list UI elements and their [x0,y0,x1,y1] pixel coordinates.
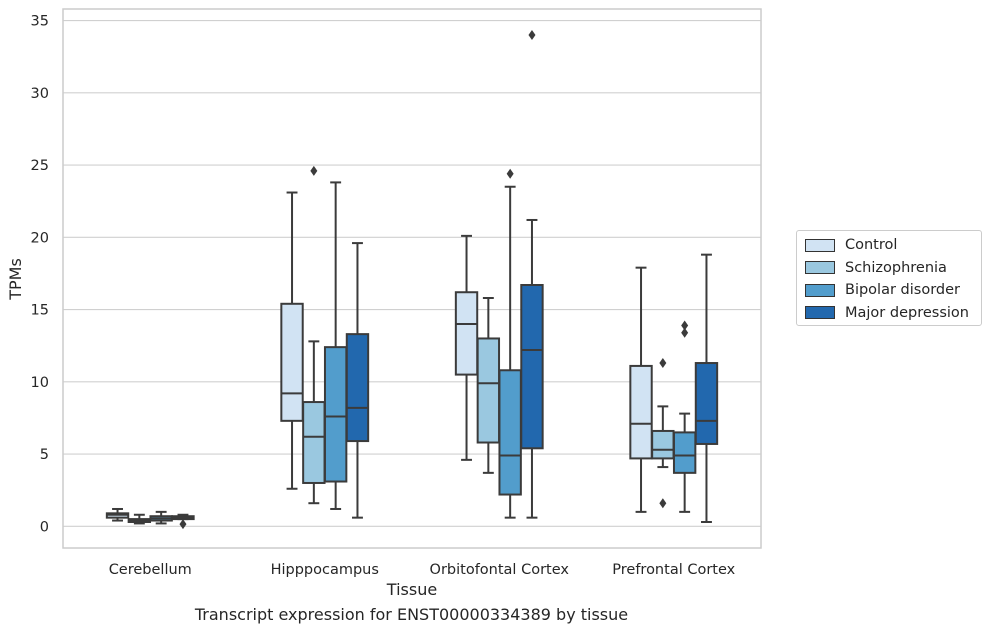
legend: Control Schizophrenia Bipolar disorder Majo… [796,230,982,326]
outlier-point [506,168,514,179]
box-bipolar-disorder [672,320,697,513]
legend-label: Major depression [845,304,969,321]
grid-lines [63,19,761,527]
box-iqr [651,429,675,460]
box-major-depression [520,30,544,519]
legend-label: Schizophrenia [845,259,947,276]
box-iqr [629,364,653,460]
box-iqr [454,291,479,376]
outlier-point [310,165,318,176]
outlier-point [681,320,689,331]
x-tick-label: Cerebellum [109,562,192,578]
box-iqr [302,401,326,484]
legend-item: Control [805,234,897,256]
box-control [629,266,653,513]
y-tick-labels: 0 5 10 15 20 25 30 35 [31,14,49,536]
box-iqr [498,369,522,496]
box-iqr [672,431,697,474]
legend-swatch [805,238,835,252]
y-tick-label: 35 [31,14,49,30]
chart-caption: Transcript expression for ENST0000033438… [194,605,629,624]
box-iqr [694,362,719,445]
legend-swatch [805,306,835,319]
x-tick-labels: Cerebellum Hipppocampus Orbitofontal Corte… [109,562,736,578]
box-schizophrenia [302,165,326,505]
y-tick-label: 30 [31,86,49,102]
y-tick-label: 10 [31,375,49,391]
outlier-point [659,498,667,509]
x-axis-label: Tissue [386,580,437,599]
box-schizophrenia [476,297,501,474]
x-tick-label: Hipppocampus [271,562,379,578]
legend-label: Bipolar disorder [845,282,960,298]
box-iqr [345,333,370,443]
legend-label: Control [845,237,898,253]
outlier-point [659,358,667,369]
legend-item: Schizophrenia [805,257,947,279]
x-tick-label: Orbitofontal Cortex [430,562,570,578]
plot-frame [62,8,762,549]
y-tick-label: 0 [40,519,49,535]
box-iqr [476,337,501,444]
y-axis-label: TPMs [6,258,25,301]
box-major-depression [171,513,195,530]
legend-item: Bipolar disorder [805,279,960,301]
y-tick-label: 20 [31,230,49,246]
legend-swatch [805,261,835,274]
box-major-depression [345,242,370,519]
box-schizophrenia [651,358,675,509]
box-groups [105,30,719,530]
box-bipolar-disorder [149,510,173,525]
box-bipolar-disorder [498,168,522,519]
box-iqr [280,302,304,422]
outlier-point [528,30,536,41]
x-tick-label: Prefrontal Cortex [612,562,735,578]
box-bipolar-disorder [323,181,348,510]
legend-swatch [805,283,835,297]
y-tick-label: 25 [31,158,49,174]
y-tick-label: 15 [31,303,49,319]
legend-item: Major depression [805,302,969,324]
outlier-point [681,327,689,338]
y-tick-label: 5 [40,447,49,463]
box-iqr [323,346,348,483]
box-control [454,234,479,461]
box-major-depression [694,253,719,523]
box-schizophrenia [127,513,152,525]
box-control [105,507,130,522]
box-control [280,191,304,490]
outlier-point [179,519,187,530]
box-iqr [520,284,544,450]
